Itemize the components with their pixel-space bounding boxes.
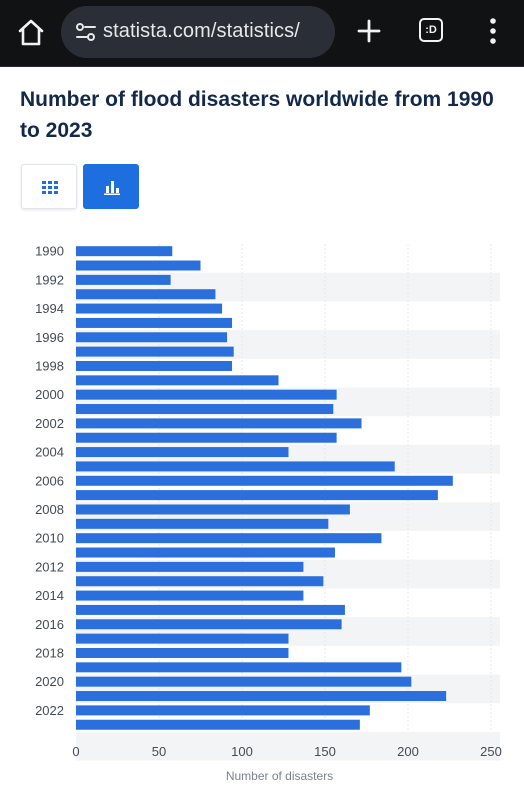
y-tick-label: 1992: [35, 272, 64, 287]
bar-2009[interactable]: [76, 518, 329, 529]
y-tick-label: 2000: [35, 387, 64, 402]
bar-2008[interactable]: [76, 504, 350, 515]
bar-2020[interactable]: [76, 676, 412, 687]
x-axis-title: Number of disasters: [226, 769, 333, 780]
site-settings-icon[interactable]: [75, 21, 97, 43]
bar-1994[interactable]: [76, 303, 223, 314]
y-tick-label: 1990: [35, 244, 64, 259]
new-tab-button[interactable]: [352, 14, 386, 48]
bar-1992[interactable]: [76, 274, 171, 285]
bar-2018[interactable]: [76, 647, 289, 658]
page-title: Number of flood disasters worldwide from…: [20, 88, 494, 142]
bar-1995[interactable]: [76, 317, 233, 328]
bar-2002[interactable]: [76, 418, 362, 429]
more-vert-icon: [490, 18, 496, 44]
bar-2012[interactable]: [76, 561, 304, 572]
row-stripe: [76, 731, 500, 761]
x-tick-label: 0: [72, 744, 79, 759]
y-tick-label: 2004: [35, 445, 64, 460]
bar-1993[interactable]: [76, 289, 216, 300]
plus-icon: [357, 19, 381, 43]
tab-switcher-label: :D: [425, 24, 437, 36]
y-tick-label: 2012: [35, 559, 64, 574]
y-tick-label: 2008: [35, 502, 64, 517]
bar-2010[interactable]: [76, 533, 382, 544]
bar-2004[interactable]: [76, 447, 289, 458]
bar-2000[interactable]: [76, 389, 337, 400]
x-tick-label: 100: [231, 744, 253, 759]
bar-2006[interactable]: [76, 475, 453, 486]
bar-2007[interactable]: [76, 490, 438, 501]
x-tick-label: 50: [152, 744, 166, 759]
bar-2011[interactable]: [76, 547, 335, 558]
grid-icon: [42, 181, 58, 194]
y-tick-label: 2022: [35, 703, 64, 718]
bar-1991[interactable]: [76, 260, 201, 271]
y-tick-label: 2014: [35, 588, 64, 603]
table-view-button[interactable]: [21, 164, 77, 209]
bar-1996[interactable]: [76, 332, 228, 343]
y-tick-label: 2018: [35, 645, 64, 660]
bar-2005[interactable]: [76, 461, 395, 472]
bar-2016[interactable]: [76, 619, 342, 630]
flood-disasters-bar-chart: 1990199219941996199820002002200420062008…: [35, 244, 502, 780]
home-button[interactable]: [12, 14, 50, 52]
url-text: statista.com/statistics/: [103, 20, 300, 42]
bar-2021[interactable]: [76, 691, 447, 702]
chart-view-button[interactable]: [83, 164, 139, 209]
bar-2014[interactable]: [76, 590, 304, 601]
bar-2022[interactable]: [76, 705, 370, 716]
bar-2017[interactable]: [76, 633, 289, 644]
browser-toolbar: statista.com/statistics/ :D: [0, 0, 524, 67]
bar-2013[interactable]: [76, 576, 324, 587]
bar-2003[interactable]: [76, 432, 337, 443]
address-bar[interactable]: statista.com/statistics/: [61, 6, 335, 58]
x-tick-label: 150: [314, 744, 336, 759]
bar-2023[interactable]: [76, 719, 360, 730]
bar-1999[interactable]: [76, 375, 279, 386]
x-tick-label: 250: [480, 744, 502, 759]
y-tick-label: 2020: [35, 674, 64, 689]
home-icon: [18, 19, 44, 46]
y-tick-label: 2010: [35, 531, 64, 546]
bar-chart-icon: [104, 181, 120, 195]
bar-1997[interactable]: [76, 346, 234, 357]
browser-menu-button[interactable]: [482, 16, 504, 46]
bar-2019[interactable]: [76, 662, 402, 673]
tab-switcher-button[interactable]: :D: [419, 18, 443, 42]
bar-1998[interactable]: [76, 360, 233, 371]
y-tick-label: 1998: [35, 358, 64, 373]
y-tick-label: 2002: [35, 416, 64, 431]
y-tick-label: 2006: [35, 473, 64, 488]
bar-2015[interactable]: [76, 604, 345, 615]
y-tick-label: 2016: [35, 617, 64, 632]
bar-1990[interactable]: [76, 246, 173, 257]
bar-2001[interactable]: [76, 404, 334, 415]
y-tick-label: 1996: [35, 330, 64, 345]
x-tick-label: 200: [397, 744, 419, 759]
y-tick-label: 1994: [35, 301, 64, 316]
